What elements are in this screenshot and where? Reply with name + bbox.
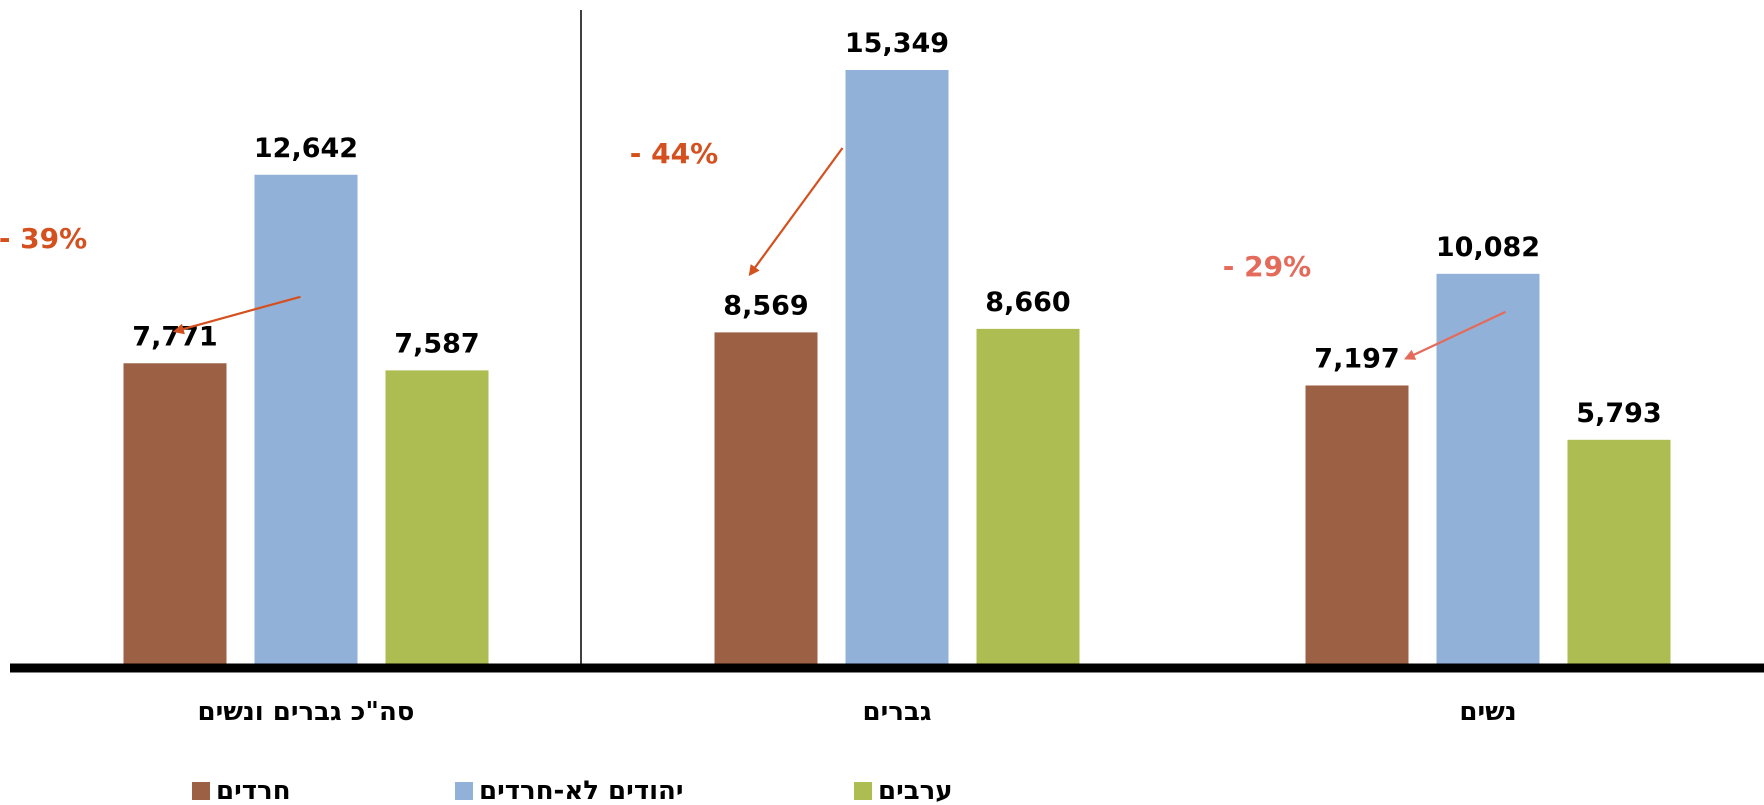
legend-label-0: חרדים [216, 776, 291, 805]
value-label-2-1: 10,082 [1436, 232, 1540, 263]
annotation-label-1: - 44% [630, 137, 718, 170]
annotation-arrow-2 [1404, 310, 1506, 360]
value-label-1-0: 8,569 [723, 290, 808, 321]
bar-1-2 [976, 328, 1080, 664]
bar-1-1 [845, 70, 949, 664]
bar-1-0 [714, 332, 818, 664]
value-label-2-2: 5,793 [1576, 398, 1661, 429]
annotation-label-0: - 39% [0, 222, 87, 255]
legend-label-1: יהודים לא-חרדים [479, 776, 684, 805]
category-label-0: סה"כ גברים ונשים [198, 697, 415, 727]
value-label-1-1: 15,349 [845, 28, 949, 59]
bar-0-2 [385, 370, 489, 664]
annotation-arrow-1 [748, 147, 844, 277]
annotations-layer: - 39% - 44% - 29% [0, 137, 1506, 360]
legend-swatch-1 [455, 782, 473, 800]
value-label-0-2: 7,587 [394, 328, 479, 359]
bar-2-1 [1436, 273, 1540, 664]
value-label-0-1: 12,642 [254, 133, 358, 164]
value-label-1-2: 8,660 [985, 287, 1070, 318]
legend: חרדים יהודים לא-חרדים ערבים [192, 776, 953, 805]
category-label-1: גברים [863, 697, 932, 727]
bar-0-0 [123, 363, 227, 664]
value-labels-layer: 7,771 12,642 7,587 8,569 15,349 8,660 7,197 10,… [132, 28, 1661, 429]
bar-2-0 [1305, 385, 1409, 664]
legend-swatch-2 [854, 782, 872, 800]
value-label-0-0: 7,771 [132, 321, 217, 352]
annotation-label-2: - 29% [1223, 250, 1311, 283]
bar-0-1 [254, 174, 358, 664]
category-labels-layer: סה"כ גברים ונשים גברים נשים [198, 697, 1517, 727]
value-label-2-0: 7,197 [1314, 343, 1399, 374]
category-label-2: נשים [1459, 697, 1516, 727]
bar-2-2 [1567, 439, 1671, 664]
bars-layer [123, 70, 1671, 664]
annotation-arrow-0 [172, 295, 301, 335]
legend-swatch-0 [192, 782, 210, 800]
legend-label-2: ערבים [878, 776, 953, 805]
